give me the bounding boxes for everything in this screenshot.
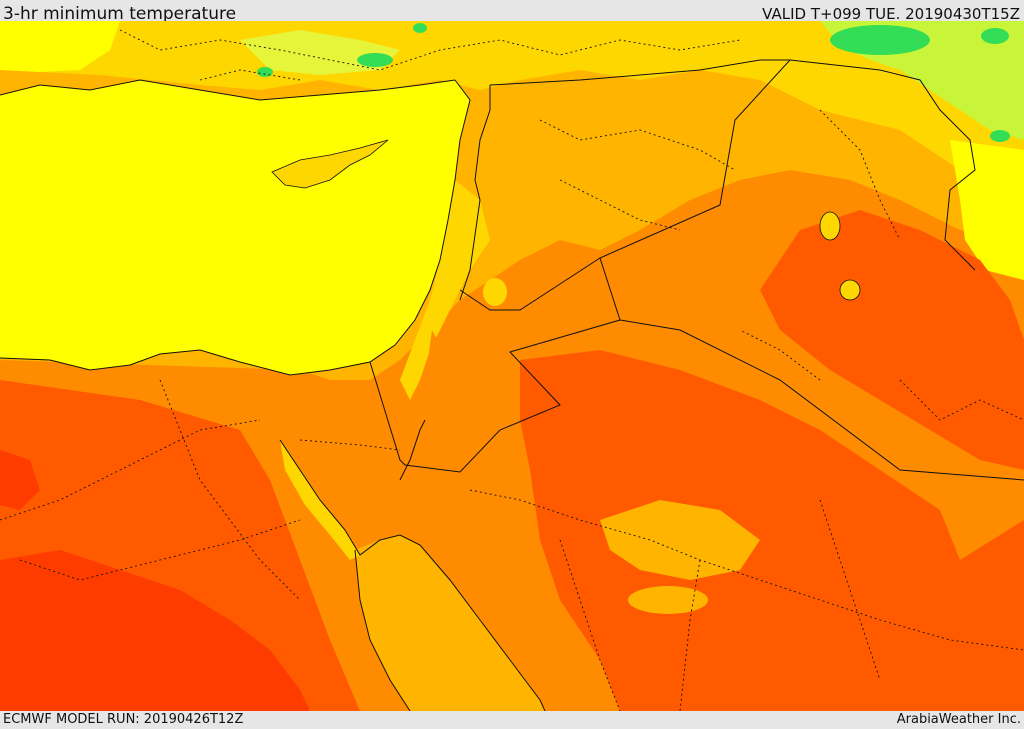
province-borders [0, 29, 1024, 711]
egypt-red-2 [0, 450, 40, 510]
jordan-valley [395, 330, 440, 480]
lake-razazza [839, 279, 861, 301]
model-run: ECMWF MODEL RUN: 20190426T12Z [3, 712, 244, 727]
egypt-red [0, 550, 310, 711]
map-canvas [0, 21, 1024, 711]
lake-tharthar [819, 211, 841, 241]
map-title: 3-hr minimum temperature [3, 4, 237, 24]
temperature-map[interactable] [0, 21, 1024, 711]
gold-field [0, 21, 1024, 180]
cold-spot-anatolia [357, 53, 393, 67]
nafud-amber [600, 500, 760, 580]
cold-spot-north [413, 23, 427, 33]
cyprus [271, 139, 389, 189]
warm-spot-syria [483, 278, 507, 306]
footer-bar: ECMWF MODEL RUN: 20190426T12Z ArabiaWeat… [0, 711, 1024, 729]
cold-spot-caucasus [830, 25, 930, 55]
cold-spot-taurus [257, 67, 273, 77]
amber-spot-hijaz [628, 586, 708, 614]
red-sea [355, 535, 545, 711]
credit-label: ArabiaWeather Inc. [896, 712, 1021, 727]
cold-spot-caspian [981, 28, 1009, 44]
mediterranean-sea [0, 80, 470, 375]
cold-spot-zagros [990, 130, 1010, 142]
aegean-sea [0, 21, 120, 72]
valid-time: VALID T+099 TUE. 20190430T15Z [762, 5, 1020, 23]
header-bar: 3-hr minimum temperature VALID T+099 TUE… [0, 0, 1024, 24]
country-borders [369, 59, 1024, 481]
iraq-hot [760, 210, 1024, 470]
levant-coast [400, 180, 490, 400]
